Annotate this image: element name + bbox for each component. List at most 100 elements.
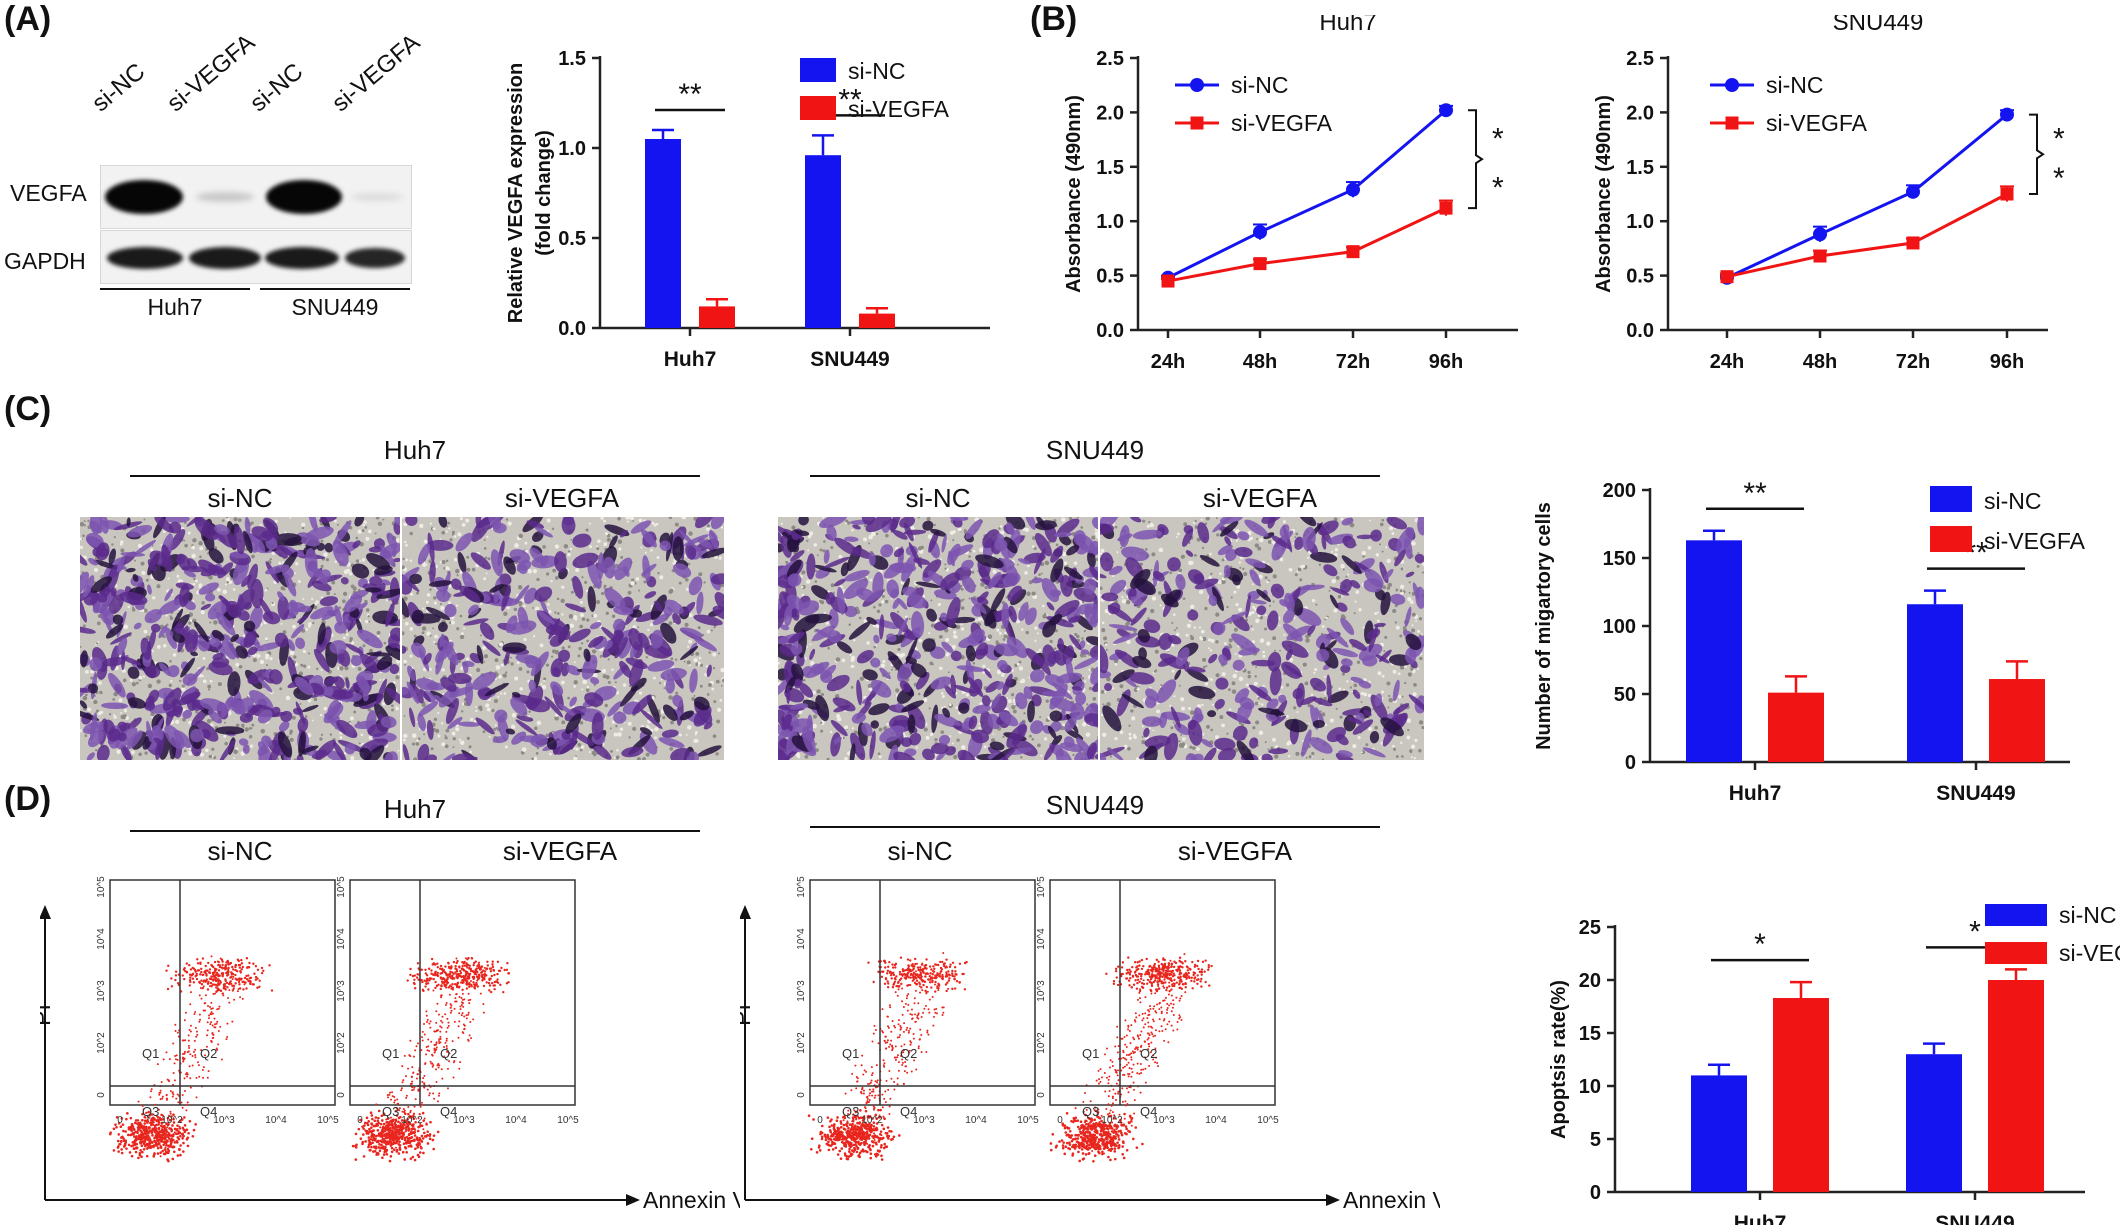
- membrane-pore: [1272, 636, 1277, 641]
- membrane-pore: [605, 611, 609, 615]
- stained-cell: [565, 713, 582, 734]
- stained-cell: [503, 650, 510, 666]
- stained-cell: [663, 704, 678, 721]
- membrane-pore: [415, 742, 420, 746]
- membrane-pore: [120, 540, 124, 544]
- significance-bracket: [1468, 109, 1484, 210]
- stained-cell: [96, 591, 108, 603]
- band-vegfa-4: [351, 193, 403, 201]
- membrane-pore: [533, 635, 536, 638]
- membrane-pore: [223, 734, 227, 738]
- membrane-pore: [278, 561, 282, 565]
- membrane-pore: [1273, 649, 1276, 652]
- membrane-pore: [813, 714, 817, 719]
- stained-cell: [928, 529, 939, 553]
- membrane-pore: [199, 555, 202, 559]
- membrane-pore: [1109, 755, 1113, 758]
- membrane-pore: [232, 588, 236, 591]
- membrane-pore: [183, 539, 186, 542]
- stained-cell: [665, 678, 675, 694]
- membrane-pore: [592, 673, 598, 678]
- membrane-pore: [536, 720, 542, 726]
- membrane-pore: [698, 656, 702, 660]
- membrane-pore: [368, 648, 374, 653]
- membrane-pore: [697, 661, 701, 665]
- stained-cell: [323, 676, 339, 685]
- membrane-pore: [940, 730, 945, 734]
- membrane-pore: [1014, 663, 1018, 668]
- stained-cell: [350, 655, 363, 667]
- stained-cell: [105, 564, 120, 593]
- membrane-pore: [927, 534, 933, 539]
- membrane-pore: [878, 603, 882, 607]
- membrane-pore: [617, 732, 622, 737]
- membrane-pore: [365, 619, 369, 624]
- membrane-pore: [282, 587, 286, 591]
- membrane-pore: [995, 640, 999, 644]
- stained-cell: [448, 672, 472, 684]
- membrane-pore: [669, 746, 674, 751]
- membrane-pore: [195, 710, 199, 714]
- stained-cell: [632, 694, 652, 715]
- stained-cell: [150, 623, 161, 633]
- membrane-pore: [1221, 723, 1225, 728]
- significance-mark: *: [1754, 928, 1766, 961]
- membrane-pore: [279, 687, 283, 691]
- c-huh7-rule: [130, 475, 700, 477]
- stained-cell: [784, 605, 793, 627]
- membrane-pore: [987, 634, 993, 639]
- membrane-pore: [953, 634, 957, 639]
- membrane-pore: [901, 653, 906, 657]
- membrane-pore: [1235, 529, 1240, 534]
- membrane-pore: [425, 600, 429, 604]
- stained-cell: [369, 576, 383, 587]
- stained-cell: [359, 747, 372, 760]
- stained-cell: [907, 714, 916, 734]
- membrane-pore: [814, 580, 818, 583]
- membrane-pore: [251, 723, 255, 727]
- membrane-pore: [822, 549, 826, 553]
- stained-cell: [475, 517, 499, 529]
- y-axis-label: Absorbance (490nm): [1593, 95, 1615, 293]
- membrane-pore: [475, 709, 478, 713]
- membrane-pore: [1106, 702, 1111, 707]
- stained-cell: [553, 738, 576, 755]
- membrane-pore: [638, 691, 643, 695]
- membrane-pore: [198, 585, 202, 589]
- membrane-pore: [1086, 703, 1089, 706]
- membrane-pore: [274, 519, 278, 523]
- membrane-pore: [1126, 621, 1130, 626]
- membrane-pore: [552, 649, 557, 654]
- y-tick-label: 2.0: [1096, 102, 1124, 124]
- stained-cell: [786, 559, 802, 578]
- membrane-pore: [395, 675, 400, 680]
- stained-cell: [965, 645, 976, 662]
- membrane-pore: [716, 719, 721, 724]
- membrane-pore: [235, 662, 240, 667]
- stained-cell: [1049, 589, 1062, 597]
- stained-cell: [125, 567, 136, 573]
- membrane-pore: [301, 522, 306, 527]
- membrane-pore: [1401, 695, 1404, 698]
- membrane-pore: [1421, 571, 1424, 574]
- membrane-pore: [1272, 600, 1275, 603]
- membrane-pore: [111, 543, 114, 546]
- stained-cell: [1034, 533, 1052, 557]
- data-point-si-NC: [1906, 184, 1920, 199]
- membrane-pore: [868, 534, 873, 540]
- membrane-pore: [83, 520, 86, 523]
- stained-cell: [892, 529, 908, 540]
- membrane-pore: [202, 679, 207, 684]
- stained-cell: [308, 517, 318, 532]
- membrane-pore: [495, 665, 501, 670]
- membrane-pore: [1201, 636, 1207, 642]
- stained-cell: [1027, 700, 1035, 723]
- membrane-pore: [459, 517, 463, 521]
- stained-cell: [644, 644, 671, 659]
- membrane-pore: [675, 691, 679, 695]
- x-tick-label: SNU449: [1935, 1212, 2014, 1225]
- stained-cell: [168, 521, 182, 534]
- membrane-pore: [307, 665, 311, 669]
- membrane-pore: [972, 549, 976, 553]
- membrane-pore: [440, 605, 445, 611]
